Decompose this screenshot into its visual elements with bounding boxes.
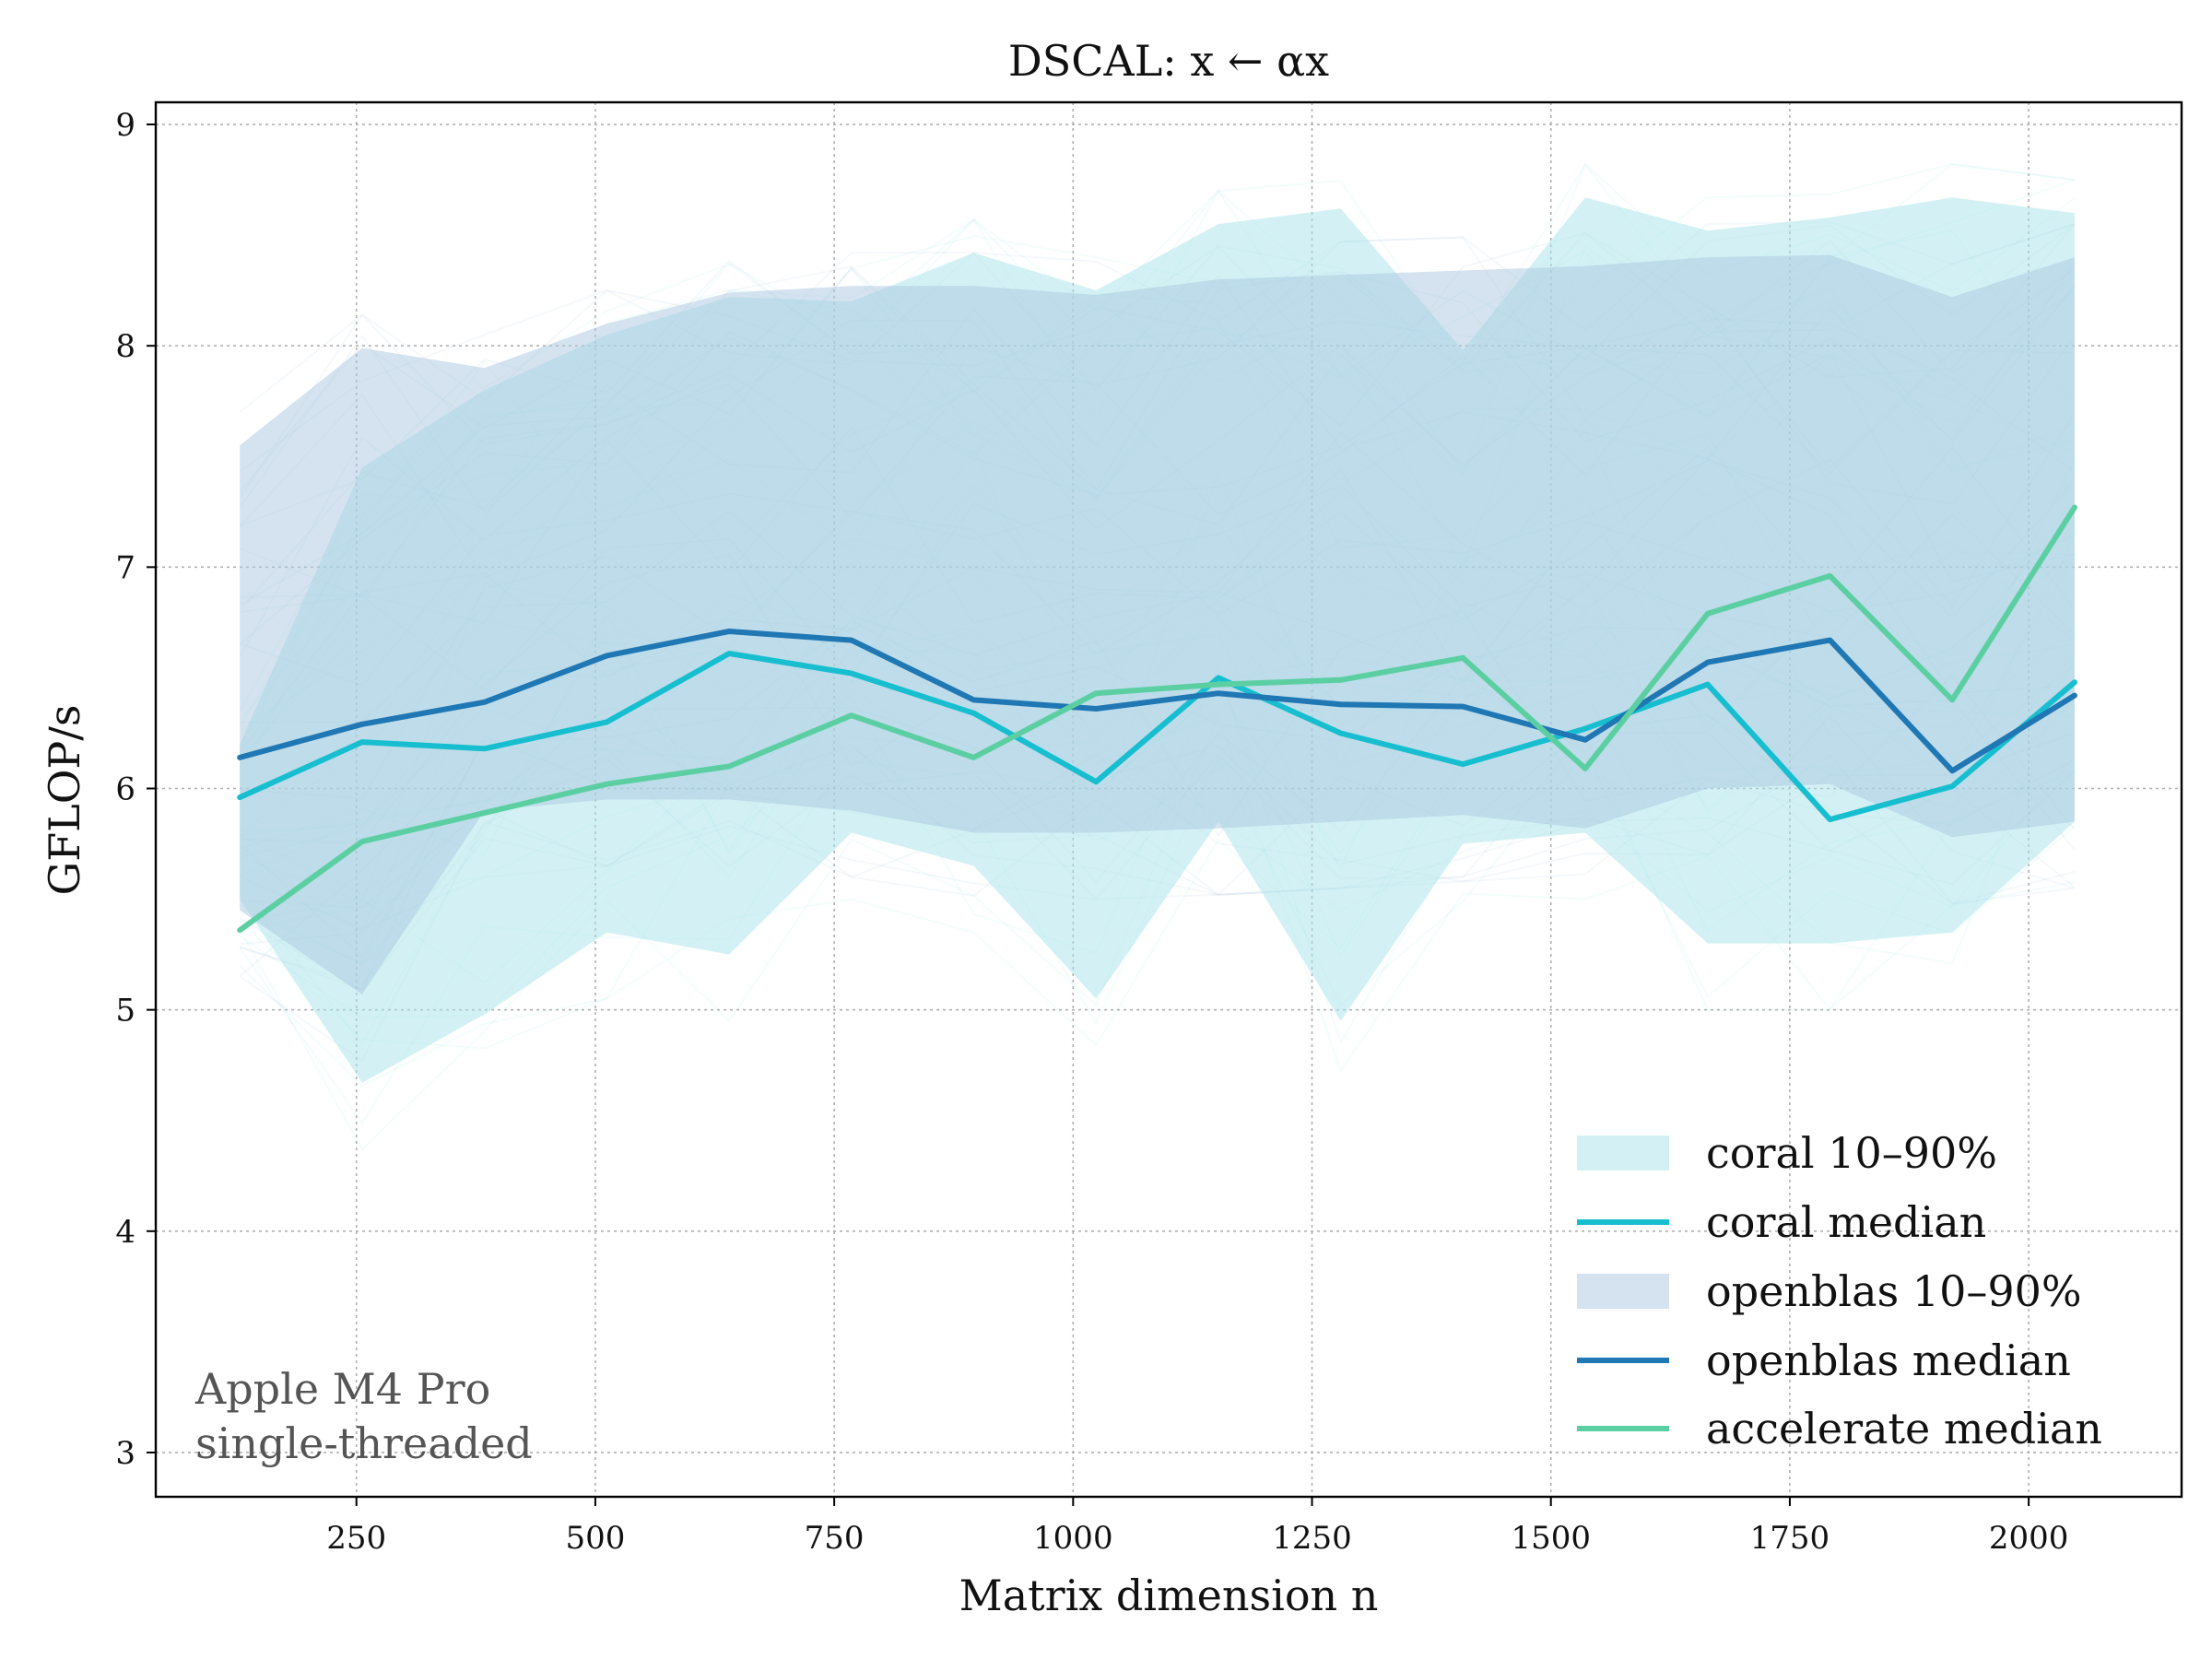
x-axis-label: Matrix dimension n (959, 1571, 1379, 1620)
raw-trace-0-19 (239, 699, 2076, 1088)
hardware-annotation-line1: Apple M4 Pro (194, 1364, 490, 1414)
y-tick-label-6: 6 (115, 771, 135, 807)
legend-label-coral-median: coral median (1706, 1197, 1986, 1247)
x-tick-label-750: 750 (805, 1520, 865, 1557)
percentile-bands (240, 197, 2075, 1083)
legend: coral 10–90% coral median openblas 10–90… (1577, 1128, 2102, 1453)
chart-title: DSCAL: x ← αx (1008, 36, 1329, 86)
y-tick-label-4: 4 (115, 1214, 135, 1251)
y-tick-label-5: 5 (115, 993, 135, 1030)
plot-frame (154, 100, 2183, 1499)
axis-ticks: 250 500 750 1000 1250 1500 1750 2000 3 4 5 6 7 8 9 (115, 107, 2068, 1557)
x-tick-label-250: 250 (326, 1520, 386, 1557)
y-tick-label-8: 8 (115, 328, 135, 365)
line-accelerate-median (237, 504, 2077, 934)
x-tick-label-1750: 1750 (1750, 1520, 1830, 1557)
x-tick-label-1250: 1250 (1272, 1520, 1352, 1557)
x-tick-label-2000: 2000 (1989, 1520, 2069, 1557)
legend-label-openblas-band: openblas 10–90% (1706, 1266, 2082, 1316)
legend-label-accelerate-median: accelerate median (1706, 1404, 2102, 1453)
legend-label-openblas-median: openblas median (1706, 1335, 2071, 1385)
line-openblas-median (237, 629, 2077, 774)
y-tick-label-9: 9 (115, 107, 135, 144)
legend-swatch-coral-band (1577, 1135, 1669, 1171)
y-tick-label-3: 3 (115, 1435, 135, 1472)
legend-swatch-openblas-band (1577, 1274, 1669, 1309)
hardware-annotation-line2: single-threaded (195, 1418, 533, 1468)
median-lines (237, 504, 2077, 934)
band-openblas (240, 254, 2075, 994)
x-tick-label-1000: 1000 (1033, 1520, 1113, 1557)
legend-label-coral-band: coral 10–90% (1706, 1128, 1997, 1178)
y-axis-label: GFLOP/s (40, 705, 89, 896)
x-tick-label-500: 500 (565, 1520, 625, 1557)
y-tick-label-7: 7 (115, 549, 135, 586)
line-coral-median (237, 651, 2077, 823)
x-tick-label-1500: 1500 (1511, 1520, 1591, 1557)
